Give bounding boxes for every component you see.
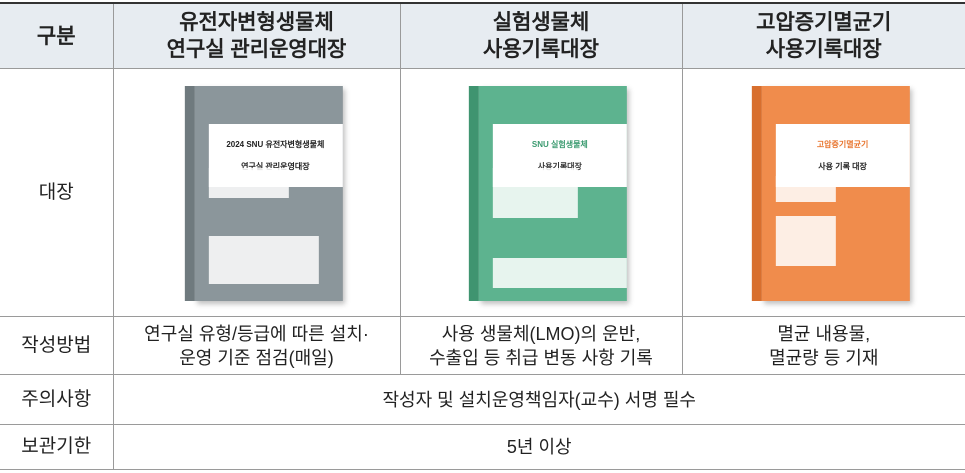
cover-title-line: 사용 기록 대장 — [818, 162, 867, 171]
cover-form — [492, 168, 578, 218]
method-cell: 연구실 유형/등급에 따른 설치· 운영 기준 점검(매일) — [112, 316, 400, 375]
book-spine — [751, 86, 762, 301]
header-row: 구분 유전자변형생물체 연구실 관리운영대장 실험생물체 사용기록대장 고압증기… — [0, 2, 965, 69]
book-spine — [184, 86, 195, 301]
row-label: 대장 — [0, 68, 113, 317]
retention-row: 보관기한 5년 이상 — [0, 424, 965, 470]
ledger-row: 대장 2024 SNU 유전자변형생물체 연구실 관리운영대장 SNU 실험생 — [0, 68, 965, 317]
caution-cell: 작성자 및 설치운영책임자(교수) 서명 필수 — [112, 374, 965, 425]
row-label: 작성방법 — [0, 316, 113, 375]
cover-cell: 고압증기멸균기 사용 기록 대장 — [681, 68, 965, 317]
cover-form — [775, 216, 836, 266]
caution-row: 주의사항 작성자 및 설치운영책임자(교수) 서명 필수 — [0, 374, 965, 425]
cover-title-line: 2024 SNU 유전자변형생물체 — [226, 140, 325, 149]
method-cell: 멸균 내용물, 멸균량 등 기재 — [681, 316, 965, 375]
cover-title-line: 사용기록대장 — [537, 162, 582, 171]
book-cover: 2024 SNU 유전자변형생물체 연구실 관리운영대장 — [184, 86, 343, 301]
header-cell: 실험생물체 사용기록대장 — [399, 2, 682, 69]
cover-form — [492, 258, 627, 288]
book-spine — [468, 86, 479, 301]
cover-form — [208, 236, 319, 284]
row-label: 보관기한 — [0, 424, 113, 470]
row-label: 주의사항 — [0, 374, 113, 425]
cover-title: 고압증기멸균기 사용 기록 대장 — [775, 124, 910, 187]
method-row: 작성방법 연구실 유형/등급에 따른 설치· 운영 기준 점검(매일) 사용 생… — [0, 316, 965, 375]
header-cell: 고압증기멸균기 사용기록대장 — [681, 2, 965, 69]
book-cover: SNU 실험생물체 사용기록대장 — [468, 86, 627, 301]
cover-title-line: SNU 실험생물체 — [531, 140, 588, 149]
header-cell: 유전자변형생물체 연구실 관리운영대장 — [112, 2, 400, 69]
cover-form — [775, 176, 836, 202]
cover-cell: 2024 SNU 유전자변형생물체 연구실 관리운영대장 — [112, 68, 400, 317]
cover-form — [208, 168, 289, 198]
book-cover: 고압증기멸균기 사용 기록 대장 — [751, 86, 910, 301]
method-cell: 사용 생물체(LMO)의 운반, 수출입 등 취급 변동 사항 기록 — [399, 316, 682, 375]
cover-title-line: 연구실 관리운영대장 — [241, 162, 310, 171]
retention-cell: 5년 이상 — [112, 424, 965, 470]
cover-cell: SNU 실험생물체 사용기록대장 — [399, 68, 682, 317]
header-cell: 구분 — [0, 2, 113, 69]
cover-title-line: 고압증기멸균기 — [816, 140, 869, 149]
